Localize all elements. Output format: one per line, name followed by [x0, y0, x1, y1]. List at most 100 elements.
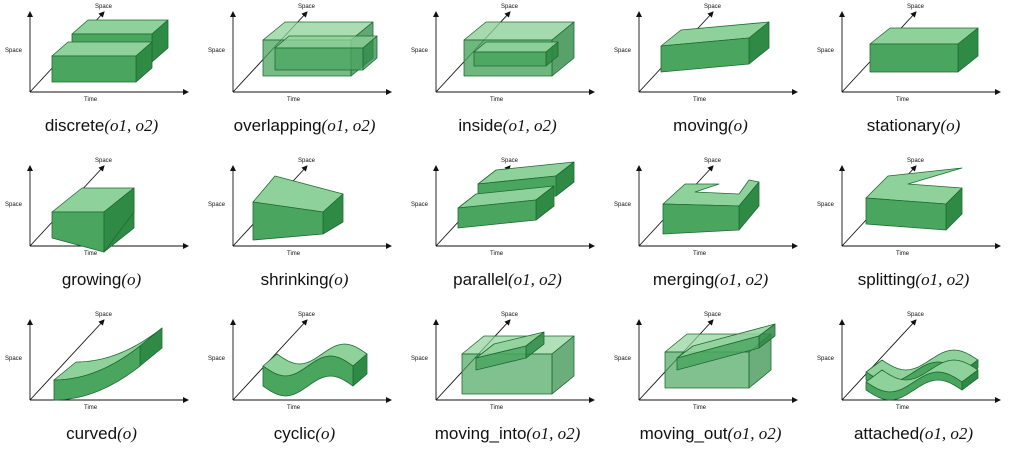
- relation-arguments: (o): [117, 424, 137, 443]
- splitting-box-icon: Space Space Time: [817, 158, 1001, 257]
- shape-group: [664, 323, 776, 389]
- time-axis-label: Time: [693, 251, 707, 257]
- relation-arguments: (o): [727, 116, 748, 135]
- space-axis-label: Space: [208, 202, 226, 208]
- shape-group: [869, 27, 979, 73]
- object-1-front-face: [51, 55, 137, 83]
- space-depth-axis-label: Space: [704, 312, 722, 318]
- object-front-face: [865, 197, 947, 231]
- shape-group: [662, 179, 760, 235]
- relation-caption: moving_into(o1, o2): [406, 424, 609, 444]
- relation-cell-splitting: Space Space Time splitting(o1, o2): [812, 154, 1014, 308]
- space-depth-axis-label: Space: [907, 158, 925, 164]
- time-axis-label: Time: [693, 97, 707, 103]
- relation-caption: inside(o1, o2): [406, 116, 609, 136]
- time-axis-label: Time: [896, 97, 910, 103]
- space-depth-axis-label: Space: [501, 158, 519, 164]
- shape-group: [252, 175, 344, 241]
- overlapping-boxes-icon: Space Space Time: [208, 4, 392, 103]
- time-axis-label: Time: [84, 251, 98, 257]
- time-axis-label: Time: [896, 405, 910, 411]
- relation-arguments: (o): [328, 270, 349, 289]
- relation-cell-overlapping: Space Space Time overlapping(o1, o2): [203, 0, 406, 154]
- shape-group: [865, 167, 963, 231]
- relation-caption: shrinking(o): [203, 270, 406, 290]
- relation-caption: stationary(o): [812, 116, 1014, 136]
- time-axis-label: Time: [84, 405, 98, 411]
- rising-box-icon: Space Space Time: [614, 4, 798, 103]
- relation-caption: curved(o): [0, 424, 203, 444]
- shape-group: [457, 161, 575, 229]
- space-axis-label: Space: [411, 356, 429, 362]
- stacked-wavy-bands-icon: Space Space Time: [817, 312, 1001, 411]
- time-axis-label: Time: [287, 251, 301, 257]
- parallel-boxes-icon: Space Space Time: [411, 158, 595, 257]
- moving-into-box-icon: Space Space Time: [411, 312, 595, 411]
- relation-caption: merging(o1, o2): [609, 270, 812, 290]
- object-front-face: [252, 201, 324, 241]
- relation-name: inside: [458, 116, 503, 135]
- time-axis-label: Time: [490, 97, 504, 103]
- time-axis-label: Time: [490, 251, 504, 257]
- relation-arguments: (o): [940, 116, 961, 135]
- relation-arguments: (o1, o2): [919, 424, 974, 443]
- relation-caption: splitting(o1, o2): [812, 270, 1014, 290]
- space-depth-axis-label: Space: [704, 4, 722, 10]
- space-depth-axis-label: Space: [501, 312, 519, 318]
- object-side-face: [139, 327, 163, 367]
- space-axis-label: Space: [5, 48, 23, 54]
- space-axis-label: Space: [614, 48, 632, 54]
- relation-name: discrete: [44, 116, 105, 135]
- object-front-face: [869, 43, 959, 73]
- space-axis-label: Space: [411, 202, 429, 208]
- moving-object-front-face: [475, 345, 527, 371]
- relation-name: moving_out: [639, 424, 728, 443]
- shape-group: [660, 21, 770, 73]
- relation-caption: discrete(o1, o2): [0, 116, 203, 136]
- merging-box-icon: Space Space Time: [614, 158, 798, 257]
- relation-name: cyclic: [273, 424, 316, 443]
- space-depth-axis-label: Space: [298, 4, 316, 10]
- space-depth-axis-label: Space: [298, 312, 316, 318]
- time-axis-label: Time: [287, 97, 301, 103]
- object-top-face: [865, 167, 963, 205]
- relation-cell-attached: Space Space Time attached(o1, o2): [812, 308, 1014, 462]
- relation-name: growing: [61, 270, 122, 289]
- object-front-face: [662, 203, 740, 235]
- relation-arguments: (o1, o2): [526, 424, 581, 443]
- object-2-front-face: [865, 371, 963, 401]
- relation-arguments: (o1, o2): [502, 116, 557, 135]
- nested-box-icon: Space Space Time: [411, 4, 595, 103]
- relation-arguments: (o1, o2): [104, 116, 159, 135]
- wavy-band-icon: Space Space Time: [208, 312, 392, 411]
- relation-name: moving: [673, 116, 728, 135]
- relation-arguments: (o): [315, 424, 336, 443]
- time-axis-label: Time: [490, 405, 504, 411]
- time-axis-label: Time: [287, 405, 301, 411]
- relation-cell-stationary: Space Space Time stationary(o): [812, 0, 1014, 154]
- relation-cell-growing: Space Space Time growing(o): [0, 154, 203, 308]
- space-depth-axis-label: Space: [501, 4, 519, 10]
- relation-name: stationary: [866, 116, 941, 135]
- space-depth-axis-label: Space: [95, 158, 113, 164]
- narrowing-box-icon: Space Space Time: [208, 158, 392, 257]
- curved-band-icon: Space Space Time: [5, 312, 189, 411]
- object-1-top-face: [51, 41, 153, 57]
- relation-arguments: (o1, o2): [507, 270, 562, 289]
- object-2-front-face: [274, 47, 364, 71]
- relation-caption: parallel(o1, o2): [406, 270, 609, 290]
- relation-cell-parallel: Space Space Time parallel(o1, o2): [406, 154, 609, 308]
- space-axis-label: Space: [817, 356, 835, 362]
- object-2-top-face: [274, 35, 378, 49]
- widening-box-icon: Space Space Time: [5, 158, 189, 257]
- inner-object-top-face: [473, 41, 559, 53]
- shape-group: [865, 349, 979, 401]
- relation-caption: cyclic(o): [203, 424, 406, 444]
- shape-group: [53, 327, 163, 401]
- relation-caption: overlapping(o1, o2): [203, 116, 406, 136]
- space-axis-label: Space: [5, 202, 23, 208]
- space-depth-axis-label: Space: [298, 158, 316, 164]
- space-depth-axis-label: Space: [704, 158, 722, 164]
- space-axis-label: Space: [5, 356, 23, 362]
